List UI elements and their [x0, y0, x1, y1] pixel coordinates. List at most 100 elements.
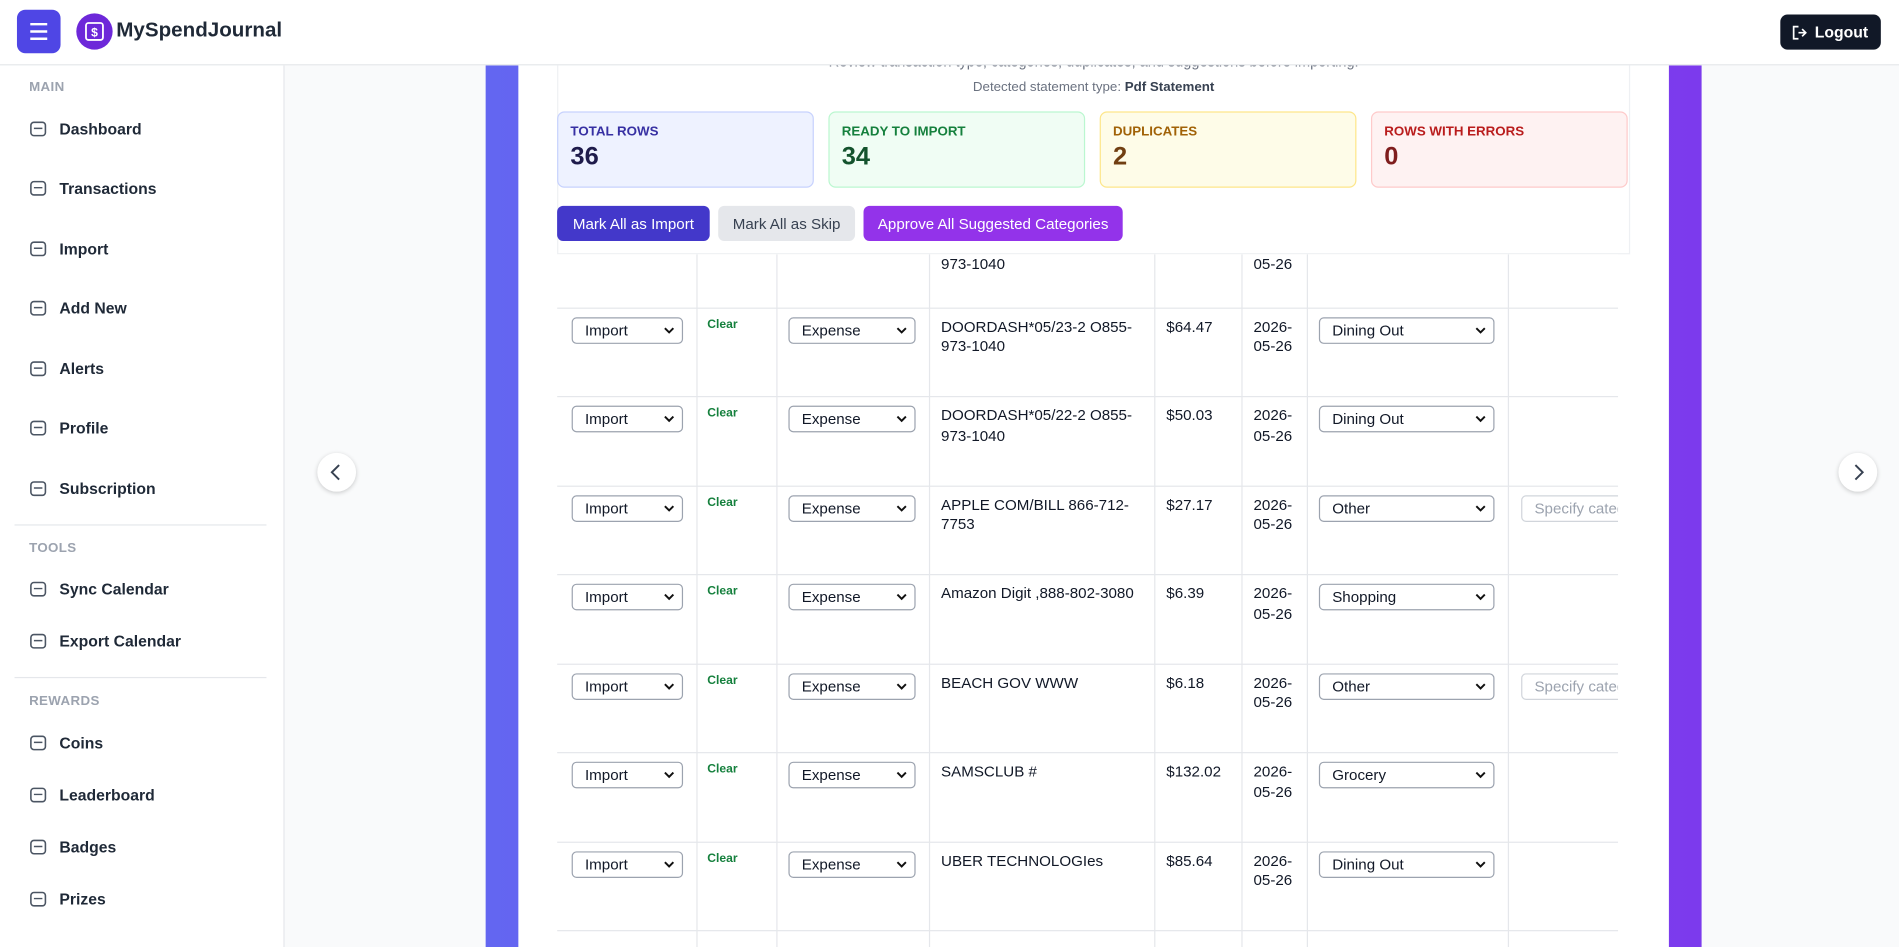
prev-button[interactable] [317, 452, 357, 492]
select[interactable]: Expense [788, 850, 916, 878]
select[interactable]: Import [571, 850, 684, 878]
select[interactable]: Import [571, 494, 684, 522]
clear-link[interactable]: Clear [707, 584, 738, 599]
select-value: Dining Out [1332, 410, 1404, 428]
divider [14, 676, 267, 679]
nav-icon [30, 891, 47, 907]
amount: $132.02 [1166, 762, 1222, 780]
select[interactable]: Import [571, 405, 684, 433]
row-line [557, 930, 1619, 932]
divider [14, 524, 267, 526]
description: BEACH GOV WWW [941, 673, 1079, 691]
row-line [557, 485, 1619, 487]
nav-icon [30, 180, 47, 196]
stat-value: 36 [570, 142, 599, 171]
stat-label: TOTAL ROWS [570, 124, 659, 140]
clear-link[interactable]: Clear [707, 762, 738, 777]
amount: $64.47 [1166, 317, 1213, 335]
stat-value: 34 [841, 142, 871, 171]
select[interactable]: Expense [788, 494, 916, 522]
nav-item[interactable]: Import [29, 240, 108, 258]
row-line [557, 841, 1619, 843]
nav-item[interactable]: Coins [29, 734, 103, 752]
column-line [1154, 254, 1156, 947]
select-value: Expense [801, 677, 861, 695]
custom-category-input[interactable]: Specify category [1521, 494, 1619, 522]
select[interactable]: Expense [788, 405, 916, 433]
column-line [1306, 254, 1308, 947]
custom-category-input[interactable]: Specify category [1521, 672, 1619, 700]
column-line [928, 254, 931, 947]
select[interactable]: Grocery [1318, 761, 1495, 789]
mark-skip-button[interactable]: Mark All as Skip [718, 205, 856, 241]
section-title: TOOLS [29, 541, 77, 556]
nav-label: Add New [59, 299, 127, 318]
nav-label: Export Calendar [59, 632, 181, 651]
select[interactable]: Other [1318, 494, 1495, 522]
svg-text:$: $ [91, 25, 98, 39]
select[interactable]: Import [571, 672, 684, 700]
table: 973-1040 05-26 Import Clear Expense DOORDASH*… [557, 254, 1619, 947]
date: 2026-05-26 [1253, 317, 1293, 355]
select[interactable]: Import [571, 761, 684, 789]
nav-item[interactable]: Transactions [29, 179, 156, 197]
nav-item[interactable]: Profile [29, 419, 108, 437]
logout-button[interactable]: Logout [1780, 14, 1881, 50]
section-title: MAIN [29, 79, 65, 95]
select[interactable]: Import [571, 583, 684, 611]
select-value: Shopping [1332, 588, 1397, 606]
approve-button[interactable]: Approve All Suggested Categories [863, 205, 1123, 241]
select[interactable]: Expense [788, 672, 916, 700]
nav-icon [30, 787, 47, 803]
select-value: Import [584, 588, 628, 606]
nav-item[interactable]: Export Calendar [29, 632, 181, 650]
amount: $27.17 [1166, 495, 1213, 513]
select[interactable]: Expense [788, 316, 916, 344]
select[interactable]: Shopping [1318, 583, 1495, 611]
select[interactable]: Import [571, 316, 684, 344]
select[interactable]: Dining Out [1318, 850, 1495, 878]
nav-item[interactable]: Leaderboard [29, 786, 155, 804]
nav-icon [30, 361, 47, 377]
nav-item[interactable]: Subscription [29, 480, 156, 498]
clear-link[interactable]: Clear [707, 495, 738, 510]
column-line [1507, 254, 1510, 947]
nav-item[interactable]: Dashboard [29, 120, 142, 138]
date: 05-26 [1253, 255, 1293, 273]
clear-link[interactable]: Clear [707, 406, 738, 421]
stat-card: READY TO IMPORT 34 [828, 111, 1086, 188]
description: APPLE COM/BILL 866-712-7753 [941, 495, 1129, 533]
nav-item[interactable]: Badges [29, 838, 116, 856]
clear-link[interactable]: Clear [707, 851, 738, 866]
menu-button[interactable] [16, 9, 61, 54]
nav-icon [30, 121, 47, 137]
next-button[interactable] [1838, 452, 1878, 492]
select[interactable]: Other [1318, 672, 1495, 700]
date: 2026-05-26 [1253, 851, 1293, 889]
clear-link[interactable]: Clear [707, 673, 738, 688]
nav-label: Leaderboard [59, 785, 155, 805]
nav-item[interactable]: Alerts [29, 360, 104, 378]
select[interactable]: Expense [788, 761, 916, 789]
select[interactable]: Dining Out [1318, 405, 1495, 433]
mark-import-button[interactable]: Mark All as Import [557, 205, 710, 241]
description: UBER TECHNOLOGIes [941, 851, 1104, 869]
select[interactable]: Expense [788, 583, 916, 611]
clear-link[interactable]: Clear [707, 317, 738, 332]
nav-item[interactable]: Sync Calendar [29, 580, 169, 598]
stat-value: 0 [1384, 142, 1399, 171]
select-value: Import [584, 677, 628, 695]
nav-item[interactable]: Add New [29, 299, 127, 317]
nav-icon [30, 839, 47, 855]
description: SAMSCLUB # [941, 762, 1037, 780]
description: Amazon Digit ,888-802-3080 [941, 584, 1134, 602]
amount: $6.18 [1166, 673, 1205, 691]
select-value: Expense [801, 588, 861, 606]
detected-value: Pdf Statement [1124, 79, 1215, 95]
description: DOORDASH*05/23-2 O855-973-1040 [941, 317, 1133, 355]
amount: $50.03 [1166, 406, 1213, 424]
row-line [557, 395, 1619, 398]
select[interactable]: Dining Out [1318, 316, 1495, 344]
nav-item[interactable]: Prizes [29, 890, 106, 908]
